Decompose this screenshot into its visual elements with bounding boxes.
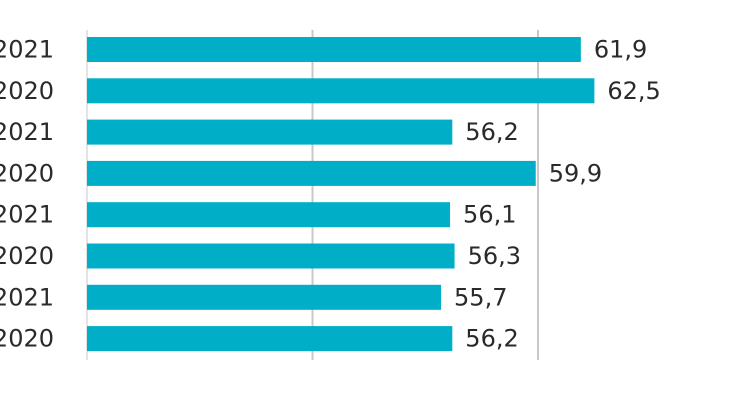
bar — [87, 78, 595, 104]
labels: 61,9 2021 62,5 2020 56,2 2021 59,9 2020 56,1 2021… — [0, 36, 661, 353]
data-label: 56,2 — [465, 325, 518, 353]
data-label: 56,3 — [468, 242, 521, 270]
category-label: 2021 — [0, 118, 54, 146]
bar — [87, 202, 451, 228]
category-label: 2021 — [0, 36, 54, 64]
data-label: 56,1 — [463, 201, 516, 229]
category-label: 2020 — [0, 159, 54, 187]
bars — [87, 37, 595, 352]
bar — [87, 119, 453, 145]
bar — [87, 37, 581, 62]
data-label: 61,9 — [594, 36, 647, 64]
data-label: 55,7 — [454, 283, 507, 311]
data-label: 59,9 — [549, 159, 602, 187]
category-label: 2020 — [0, 77, 54, 105]
bar — [87, 160, 536, 186]
bar — [87, 326, 453, 352]
data-label: 56,2 — [465, 118, 518, 146]
category-label: 2020 — [0, 325, 54, 353]
data-label: 62,5 — [607, 77, 660, 105]
bar — [87, 243, 455, 269]
category-label: 2020 — [0, 242, 54, 270]
bar — [87, 284, 442, 310]
category-label: 2021 — [0, 201, 54, 229]
category-label: 2021 — [0, 283, 54, 311]
